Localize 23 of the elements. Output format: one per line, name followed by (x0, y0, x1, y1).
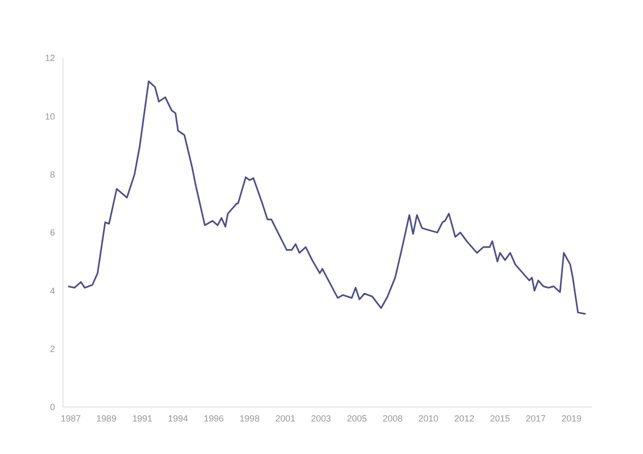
x-tick-label: 1991 (132, 413, 152, 424)
x-tick-label: 1998 (240, 413, 260, 424)
y-tick-label: 8 (50, 170, 55, 180)
x-tick-label: 2015 (490, 413, 510, 424)
x-tick-label: 2008 (382, 413, 403, 424)
y-tick-label: 10 (44, 111, 55, 122)
y-tick-label: 12 (44, 53, 55, 64)
x-tick-label: 2019 (562, 413, 582, 424)
y-tick-label: 0 (50, 402, 55, 412)
x-tick-label: 1996 (204, 413, 224, 424)
x-tick-label: 2001 (275, 413, 296, 424)
x-tick-label: 1987 (60, 413, 81, 424)
x-tick-label: 1989 (96, 413, 116, 424)
y-tick-label: 4 (50, 286, 55, 296)
x-tick-label: 2017 (526, 413, 546, 424)
line-series (67, 80, 586, 315)
x-tick-label: 2010 (418, 413, 438, 424)
y-tick-label: 2 (50, 344, 55, 354)
x-tick-label: 2005 (346, 413, 367, 424)
x-tick-label: 2003 (311, 413, 332, 424)
x-tick-label: 1994 (168, 413, 188, 424)
x-tick-label: 2012 (454, 413, 474, 424)
y-tick-label: 6 (50, 228, 55, 238)
